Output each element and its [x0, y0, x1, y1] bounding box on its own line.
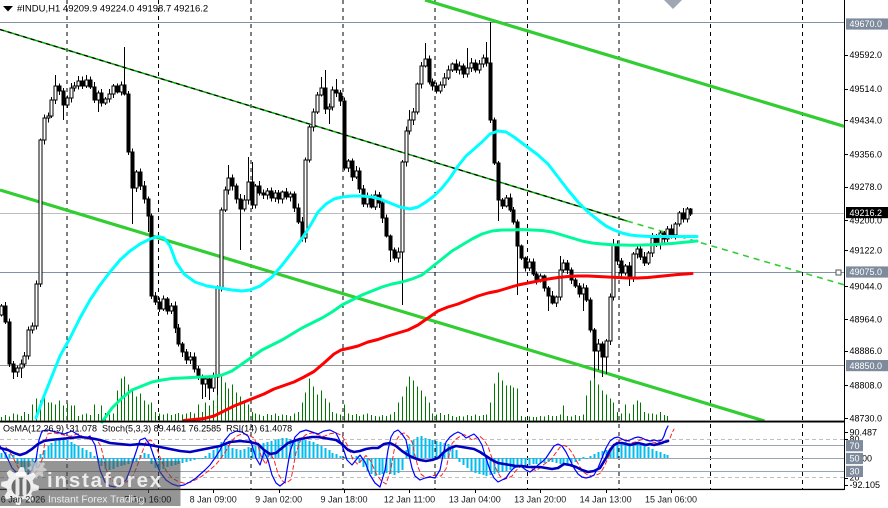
- svg-text:-92.105: -92.105: [850, 480, 881, 490]
- svg-text:13 Jan 20:00: 13 Jan 20:00: [514, 495, 566, 505]
- svg-text:48886.0: 48886.0: [850, 346, 883, 356]
- svg-text:OsMA(12,26,9) -31.078 Stoch(5: OsMA(12,26,9) -31.078 Stoch(5,3,3) 89.44…: [3, 424, 292, 434]
- svg-text:9 Jan 18:00: 9 Jan 18:00: [320, 495, 367, 505]
- svg-text:49592.0: 49592.0: [850, 50, 883, 60]
- svg-text:48850.0: 48850.0: [850, 361, 883, 371]
- svg-text:15 Jan 06:00: 15 Jan 06:00: [645, 495, 697, 505]
- svg-text:20: 20: [850, 473, 860, 483]
- svg-text:13 Jan 04:00: 13 Jan 04:00: [449, 495, 501, 505]
- svg-text:49278.0: 49278.0: [850, 182, 883, 192]
- svg-text:70: 70: [850, 441, 860, 451]
- svg-text:8 Jan 09:00: 8 Jan 09:00: [190, 495, 237, 505]
- svg-text:48730.0: 48730.0: [850, 414, 883, 424]
- svg-text:49200.0: 49200.0: [850, 216, 883, 226]
- svg-text:49075.0: 49075.0: [850, 267, 883, 277]
- svg-text:49434.0: 49434.0: [850, 116, 883, 126]
- svg-text:49356.0: 49356.0: [850, 150, 883, 160]
- svg-text:48964.0: 48964.0: [850, 315, 883, 325]
- svg-text:49044.0: 49044.0: [850, 282, 883, 292]
- svg-text:7 Jan 16:00: 7 Jan 16:00: [124, 495, 171, 505]
- svg-text:49670.0: 49670.0: [850, 19, 883, 29]
- svg-text:instaforex: instaforex: [47, 469, 163, 492]
- svg-text:48808.0: 48808.0: [850, 381, 883, 391]
- svg-text:50: 50: [850, 454, 860, 464]
- svg-text:#INDU,H1 49209.9 49224.0 49198: #INDU,H1 49209.9 49224.0 49198.7 49216.2: [17, 4, 208, 15]
- svg-text:9 Jan 02:00: 9 Jan 02:00: [255, 495, 302, 505]
- svg-text:30: 30: [850, 467, 860, 477]
- svg-text:14 Jan 13:00: 14 Jan 13:00: [580, 495, 632, 505]
- svg-text:80: 80: [850, 435, 860, 445]
- svg-text:12 Jan 11:00: 12 Jan 11:00: [384, 495, 435, 505]
- svg-text:49216.2: 49216.2: [850, 208, 883, 218]
- svg-text:49122.0: 49122.0: [850, 245, 883, 255]
- svg-text:90.487: 90.487: [850, 428, 878, 438]
- svg-text:49514.0: 49514.0: [850, 84, 883, 94]
- svg-text:Instant Forex Trading: Instant Forex Trading: [48, 495, 145, 506]
- svg-text:6 Jan 2026: 6 Jan 2026: [1, 495, 46, 505]
